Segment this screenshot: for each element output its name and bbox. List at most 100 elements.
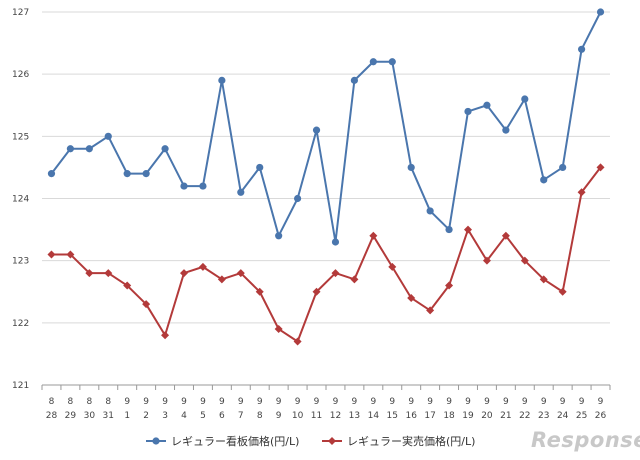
series-0-point: [350, 76, 358, 84]
response-watermark-logo: Response.: [531, 428, 640, 452]
x-tick-day: 5: [200, 411, 206, 421]
legend-label-1: レギュラー実売価格(円/L): [347, 434, 475, 448]
x-tick-month: 9: [598, 397, 604, 407]
y-tick-126: 126: [12, 70, 29, 80]
series-1-point: [236, 269, 245, 278]
x-tick-day: 31: [103, 411, 114, 421]
series-0-point: [426, 207, 434, 215]
x-tick-month: 9: [446, 397, 452, 407]
series-0-point: [104, 132, 112, 140]
x-tick-day: 10: [292, 411, 304, 421]
series-0-point: [483, 101, 491, 109]
x-tick-month: 8: [105, 397, 111, 407]
x-tick-day: 1: [124, 411, 130, 421]
series-0-point: [85, 145, 93, 153]
x-tick-month: 9: [389, 397, 395, 407]
x-tick-month: 9: [352, 397, 358, 407]
series-0-point: [540, 176, 548, 184]
series-1-point: [501, 231, 510, 240]
x-tick-day: 2: [143, 411, 149, 421]
axes: [41, 384, 611, 390]
series-0-point: [331, 238, 340, 246]
series-1-point: [274, 325, 283, 334]
x-tick-month: 9: [408, 397, 414, 407]
x-tick-month: 8: [68, 397, 74, 407]
series-1-point: [482, 256, 491, 265]
x-tick-month: 9: [560, 397, 566, 407]
series-1-point: [445, 281, 454, 290]
x-tick-day: 14: [368, 411, 380, 421]
x-tick-day: 8: [257, 411, 263, 421]
y-tick-127: 127: [12, 8, 29, 18]
x-tick-day: 24: [557, 411, 569, 421]
x-tick-day: 30: [84, 411, 96, 421]
series-0-point: [180, 182, 188, 190]
legend-marker-1: [328, 437, 336, 445]
x-tick-month: 8: [49, 397, 55, 407]
series-0-point: [407, 163, 415, 172]
series-0-point: [218, 76, 226, 84]
series-1-point: [331, 269, 340, 278]
series-1-point: [47, 250, 56, 259]
x-tick-month: 9: [238, 397, 244, 407]
x-tick-month: 8: [86, 397, 92, 407]
y-tick-124: 124: [12, 195, 29, 205]
series-1-point: [426, 306, 435, 315]
x-tick-day: 21: [500, 411, 511, 421]
x-tick-day: 29: [65, 411, 77, 421]
series-1-point: [161, 331, 170, 340]
y-tick-125: 125: [12, 132, 29, 142]
series-1-point: [104, 269, 113, 278]
x-tick-day: 11: [311, 411, 322, 421]
series-0-point: [464, 107, 472, 116]
series-line-0: [50, 11, 602, 244]
series-0-point: [66, 145, 74, 153]
series-0-point: [388, 58, 396, 66]
series-1-point: [350, 275, 359, 284]
x-tick-month: 9: [295, 397, 301, 407]
x-tick-day: 16: [405, 411, 417, 421]
x-tick-month: 9: [314, 397, 320, 407]
series-0-point: [294, 194, 302, 203]
x-tick-day: 15: [387, 411, 398, 421]
series-1-point: [180, 269, 188, 278]
x-tick-day: 18: [443, 411, 455, 421]
series-0-point: [502, 126, 510, 134]
x-tick-day: 6: [219, 411, 225, 421]
x-tick-month: 9: [181, 397, 187, 407]
series-1-point: [577, 188, 586, 197]
x-tick-labels: 8288298308319192939495969798999109119129…: [46, 397, 607, 421]
x-tick-day: 20: [481, 411, 493, 421]
x-tick-month: 9: [200, 397, 206, 407]
gridlines: [42, 11, 610, 324]
series-0-point: [199, 182, 207, 190]
x-tick-month: 9: [143, 397, 149, 407]
series-0-point: [47, 170, 56, 178]
series-1-point: [464, 225, 472, 234]
series-1-point: [388, 262, 397, 271]
x-tick-day: 3: [162, 411, 168, 421]
x-tick-day: 23: [538, 411, 549, 421]
series-0-point: [596, 8, 605, 16]
x-tick-day: 17: [424, 411, 435, 421]
series-0-point: [559, 163, 567, 172]
series-0-point: [521, 95, 529, 103]
x-tick-day: 22: [519, 411, 530, 421]
series-1-point: [369, 231, 378, 240]
series-1-point: [255, 287, 264, 296]
legend-label-0: レギュラー看板価格(円/L): [171, 434, 299, 448]
x-tick-month: 9: [333, 397, 339, 407]
x-tick-month: 9: [370, 397, 376, 407]
x-tick-day: 4: [181, 411, 187, 421]
x-tick-month: 9: [522, 397, 528, 407]
series-1-point: [558, 287, 567, 296]
series-0-point: [369, 58, 377, 66]
series-0-point: [123, 170, 131, 178]
y-tick-labels: 121 122 123 124 125 126 127: [12, 8, 29, 391]
x-tick-day: 9: [276, 411, 282, 421]
y-tick-123: 123: [12, 257, 29, 267]
y-tick-121: 121: [12, 381, 29, 391]
watermark-text: Response.: [531, 428, 640, 452]
series-1-point: [198, 262, 207, 271]
